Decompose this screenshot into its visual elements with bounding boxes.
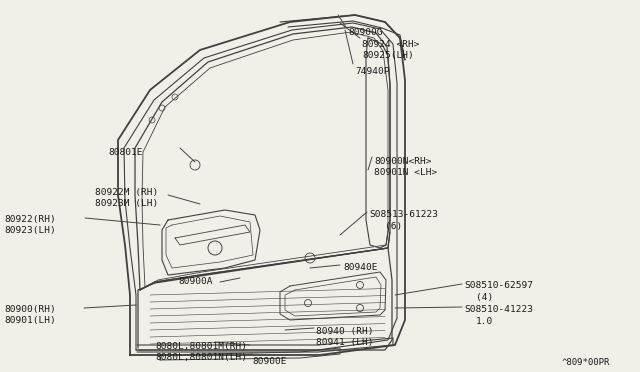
Text: S08510-62597: S08510-62597 xyxy=(464,281,533,290)
Text: 80923(LH): 80923(LH) xyxy=(4,226,56,235)
Text: 80900G: 80900G xyxy=(348,28,383,37)
Text: (6): (6) xyxy=(385,222,403,231)
Text: 80901N <LH>: 80901N <LH> xyxy=(374,168,437,177)
Text: 80940E: 80940E xyxy=(343,263,378,272)
Text: 80801E: 80801E xyxy=(108,148,143,157)
Text: 80923M (LH): 80923M (LH) xyxy=(95,199,158,208)
Text: 80900N<RH>: 80900N<RH> xyxy=(374,157,431,166)
Text: 74940P: 74940P xyxy=(355,67,390,76)
Text: 80925(LH): 80925(LH) xyxy=(362,51,413,60)
Text: ^809*00PR: ^809*00PR xyxy=(562,358,610,367)
Text: 80900A: 80900A xyxy=(178,277,212,286)
Text: 8080L,80801M(RH): 8080L,80801M(RH) xyxy=(155,342,247,351)
Text: 80900(RH): 80900(RH) xyxy=(4,305,56,314)
Text: S08513-61223: S08513-61223 xyxy=(369,210,438,219)
Text: 80900E: 80900E xyxy=(252,357,287,366)
Text: 80901(LH): 80901(LH) xyxy=(4,316,56,325)
Text: 80922(RH): 80922(RH) xyxy=(4,215,56,224)
Text: S08510-41223: S08510-41223 xyxy=(464,305,533,314)
Text: (4): (4) xyxy=(476,293,493,302)
Text: 80924 <RH>: 80924 <RH> xyxy=(362,40,419,49)
Text: 80922M (RH): 80922M (RH) xyxy=(95,188,158,197)
Text: 80941 (LH): 80941 (LH) xyxy=(316,338,374,347)
Text: 80940 (RH): 80940 (RH) xyxy=(316,327,374,336)
Text: 8080L,80801N(LH): 8080L,80801N(LH) xyxy=(155,353,247,362)
Text: 1.0: 1.0 xyxy=(476,317,493,326)
